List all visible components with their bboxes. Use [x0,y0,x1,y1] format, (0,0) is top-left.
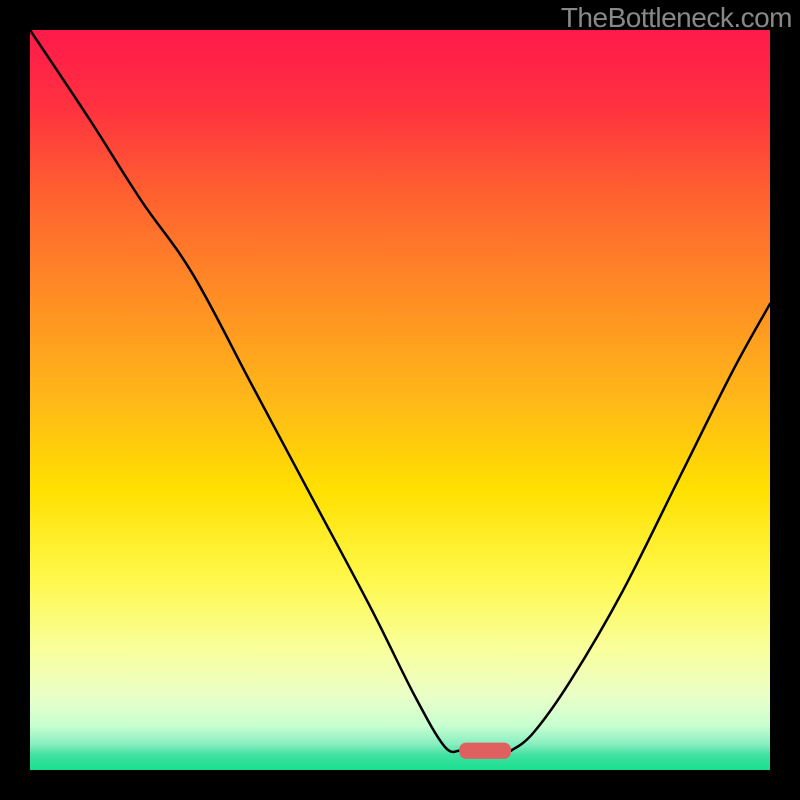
bottleneck-chart [0,0,800,800]
chart-container: TheBottleneck.com [0,0,800,800]
watermark-text: TheBottleneck.com [561,2,792,34]
plot-background [30,30,770,770]
optimal-marker [459,743,511,759]
